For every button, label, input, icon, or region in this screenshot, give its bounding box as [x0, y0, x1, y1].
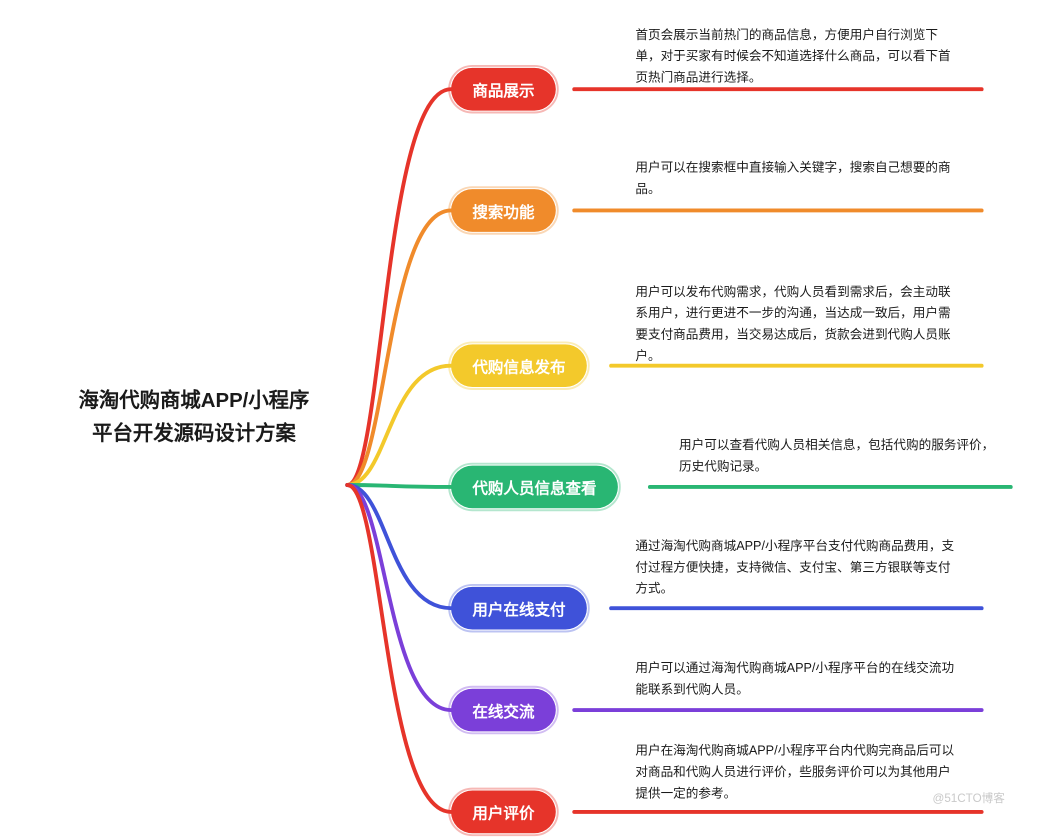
desc-chat: 用户可以通过海淘代购商城APP/小程序平台的在线交流功能联系到代购人员。: [635, 658, 955, 701]
desc-review: 用户在海淘代购商城APP/小程序平台内代购完商品后可以对商品和代购人员进行评价，…: [635, 740, 955, 804]
hline-chat: [572, 708, 983, 712]
node-review: 用户评价: [451, 791, 556, 834]
hline-agent-info: [648, 485, 1013, 489]
hline-payment: [609, 606, 983, 610]
desc-publish: 用户可以发布代购需求，代购人员看到需求后，会主动联系用户，进行更进不一步的沟通，…: [635, 281, 955, 367]
desc-agent-info: 用户可以查看代购人员相关信息，包括代购的服务评价，历史代购记录。: [679, 435, 999, 478]
node-label: 商品展示: [472, 78, 534, 101]
node-label: 搜索功能: [472, 199, 534, 222]
watermark: @51CTO博客: [933, 790, 1005, 806]
node-label: 用户评价: [472, 800, 534, 823]
node-payment: 用户在线支付: [451, 587, 587, 630]
desc-product-display: 首页会展示当前热门的商品信息，方便用户自行浏览下单，对于买家有时候会不知道选择什…: [635, 24, 955, 88]
node-label: 用户在线支付: [472, 597, 565, 620]
node-label: 代购人员信息查看: [472, 475, 596, 498]
node-product-display: 商品展示: [451, 68, 556, 111]
desc-payment: 通过海淘代购商城APP/小程序平台支付代购商品费用，支付过程方便快捷，支持微信、…: [635, 535, 955, 599]
node-publish: 代购信息发布: [451, 344, 587, 387]
desc-search: 用户可以在搜索框中直接输入关键字，搜索自己想要的商品。: [635, 157, 955, 200]
mindmap-canvas: 海淘代购商城APP/小程序 平台开发源码设计方案 商品展示 首页会展示当前热门的…: [0, 0, 1013, 812]
hline-review: [572, 810, 983, 814]
node-chat: 在线交流: [451, 689, 556, 732]
node-label: 代购信息发布: [472, 354, 565, 377]
hline-search: [572, 209, 983, 213]
node-search: 搜索功能: [451, 189, 556, 232]
node-agent-info: 代购人员信息查看: [451, 466, 618, 509]
node-label: 在线交流: [472, 698, 534, 721]
